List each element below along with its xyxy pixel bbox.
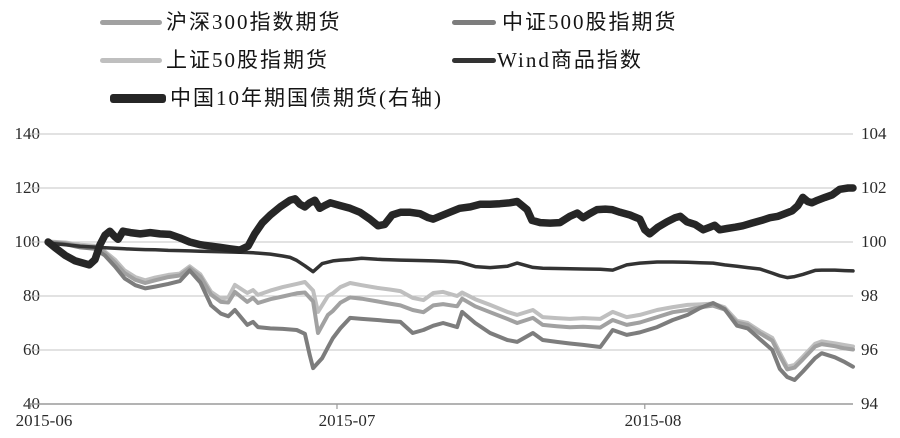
- legend-swatch-wind: [452, 58, 496, 63]
- legend-swatch-zz500: [452, 20, 496, 25]
- right-axis-tick: 98: [861, 286, 878, 305]
- legend-label-hs300: 沪深300指数期货: [166, 10, 342, 34]
- left-axis-tick: 140: [14, 124, 41, 143]
- left-axis-tick: 100: [14, 232, 41, 251]
- legend-label-zz500: 中证500股指期货: [502, 10, 678, 34]
- right-axis-tick: 102: [861, 178, 887, 197]
- legend-row-1: 沪深300指数期货 中证500股指期货: [0, 9, 900, 39]
- legend-row-2: 上证50股指期货 Wind商品指数: [0, 47, 900, 77]
- series-line-中证500股指期货: [46, 240, 855, 382]
- legend-label-sz50: 上证50股指期货: [166, 48, 329, 72]
- legend-label-wind: Wind商品指数: [497, 48, 643, 72]
- legend-row-3: 中国10年期国债期货(右轴): [0, 85, 900, 115]
- x-axis-label: 2015-07: [318, 411, 376, 430]
- x-axis-label: 2015-08: [624, 411, 682, 430]
- legend-swatch-sz50: [100, 58, 162, 63]
- series-line-Wind商品指数: [46, 241, 855, 280]
- right-axis-tick: 96: [861, 340, 878, 359]
- right-axis-tick: 104: [861, 124, 887, 143]
- right-axis-tick: 100: [861, 232, 887, 251]
- series-line-中国10年期国债期货(右轴): [44, 184, 857, 269]
- legend-label-treasury: 中国10年期国债期货(右轴): [170, 86, 443, 110]
- legend-swatch-treasury: [110, 94, 166, 103]
- right-axis-tick: 94: [861, 394, 878, 413]
- left-axis-tick: 120: [14, 178, 41, 197]
- x-axis-label: 2015-06: [15, 411, 73, 430]
- legend-swatch-hs300: [100, 20, 162, 25]
